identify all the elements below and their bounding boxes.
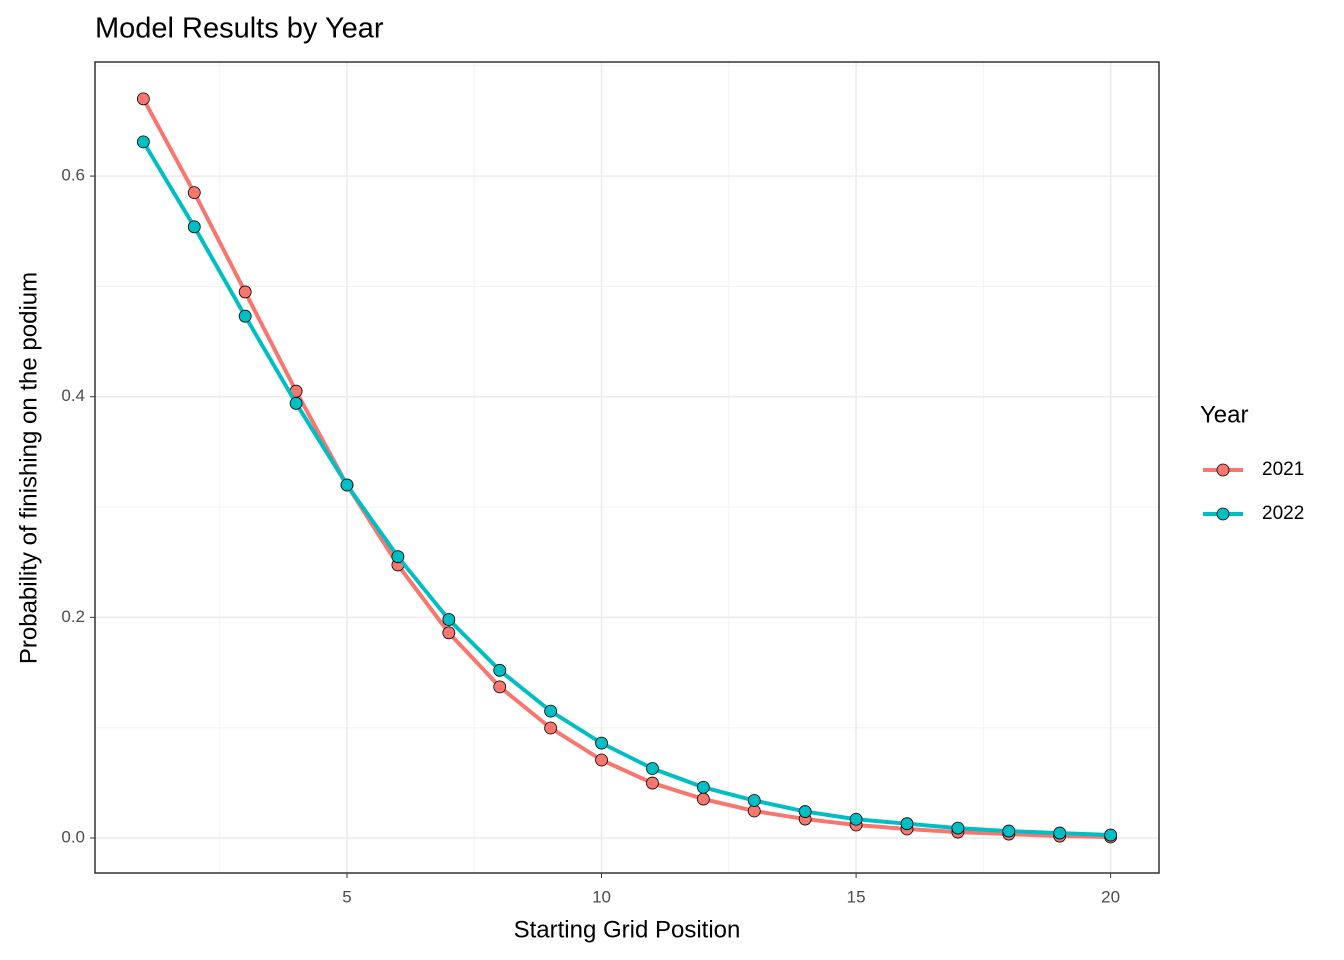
y-tick-label: 0.4 (61, 386, 85, 405)
data-point (442, 613, 456, 626)
data-point (544, 721, 558, 735)
x-tick-label: 20 (1101, 887, 1120, 906)
data-point (849, 812, 863, 826)
y-axis-label: Probability of finishing on the podium (15, 272, 42, 664)
data-point (442, 626, 456, 640)
data-point (798, 805, 812, 818)
data-point (187, 186, 201, 200)
data-point (646, 776, 659, 790)
data-point (340, 478, 354, 492)
data-point (1053, 826, 1067, 840)
legend-label: 2021 (1262, 459, 1304, 480)
data-point (544, 704, 558, 718)
data-point (900, 817, 914, 831)
data-point (696, 780, 710, 794)
x-tick-label: 5 (342, 887, 351, 906)
data-point (493, 663, 507, 677)
chart-title: Model Results by Year (95, 13, 384, 45)
series-line (141, 97, 1111, 840)
legend-label: 2022 (1262, 503, 1304, 524)
data-point (136, 135, 150, 149)
plot-border (94, 61, 1160, 874)
y-tick-label: 0.0 (61, 828, 85, 847)
data-point (238, 309, 252, 323)
series-line (141, 140, 1111, 838)
data-point (696, 792, 710, 806)
y-tick-label: 0.2 (61, 607, 85, 626)
data-point (951, 821, 965, 835)
y-tick-label: 0.6 (61, 166, 85, 185)
data-point (1104, 828, 1118, 842)
x-axis-label: Starting Grid Position (514, 916, 741, 943)
legend-marker (1216, 463, 1230, 477)
data-point (595, 736, 608, 750)
data-point (493, 680, 507, 694)
x-tick-label: 10 (592, 887, 611, 906)
data-point (595, 753, 608, 767)
data-point (391, 550, 405, 564)
data-point (747, 794, 761, 807)
data-point (289, 396, 303, 410)
data-point (187, 220, 201, 234)
data-point (1002, 824, 1016, 838)
data-point (136, 92, 150, 106)
data-point (646, 762, 659, 775)
legend-title: Year (1200, 401, 1249, 428)
legend-marker (1216, 507, 1230, 521)
data-point (238, 285, 252, 299)
x-tick-label: 15 (847, 887, 866, 906)
